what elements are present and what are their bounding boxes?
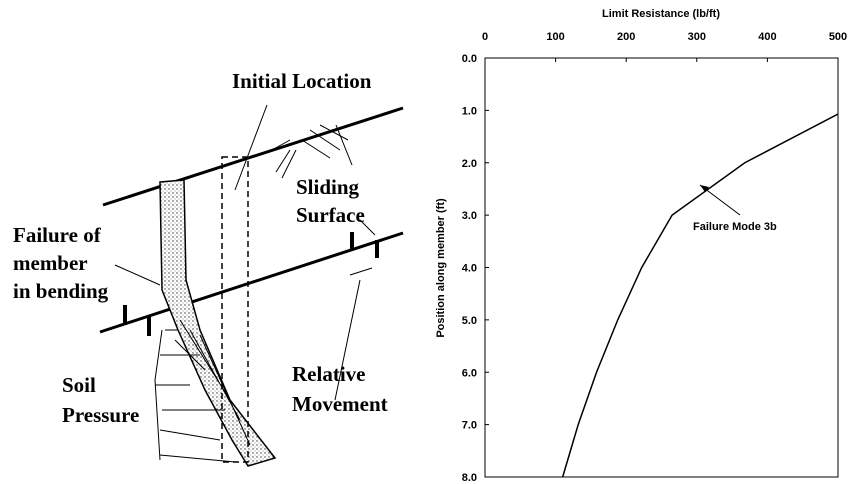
x-tick-label: 500 xyxy=(829,31,847,43)
x-tick-label: 100 xyxy=(546,31,564,43)
y-tick-label: 1.0 xyxy=(462,105,477,117)
pointer xyxy=(115,265,160,285)
y-tick-label: 7.0 xyxy=(462,420,477,432)
hatch xyxy=(272,125,352,178)
y-tick-label: 3.0 xyxy=(462,210,477,222)
diagram-label: member xyxy=(13,251,88,275)
diagram-label: Surface xyxy=(296,203,365,227)
plot-frame xyxy=(485,58,838,477)
diagram-label: in bending xyxy=(13,279,109,303)
diagram-label: Movement xyxy=(292,392,388,416)
figure: Initial Location Sliding Surface Failure… xyxy=(0,0,855,484)
y-tick-label: 2.0 xyxy=(462,158,477,170)
diagram-label: Sliding xyxy=(296,175,360,199)
sliding-surface-line xyxy=(100,233,403,332)
x-axis-title: Limit Resistance (lb/ft) xyxy=(602,8,720,20)
y-tick-label: 4.0 xyxy=(462,263,477,275)
chart: Limit Resistance (lb/ft) Position along … xyxy=(435,8,847,484)
x-tick-label: 0 xyxy=(482,31,488,43)
x-tick-label: 400 xyxy=(758,31,776,43)
y-tick-label: 0.0 xyxy=(462,53,477,65)
diagram-label: Soil xyxy=(62,373,96,397)
annotation: Failure Mode 3b xyxy=(693,221,777,233)
pointer xyxy=(235,105,267,190)
y-tick-label: 6.0 xyxy=(462,367,477,379)
y-axis-title: Position along member (ft) xyxy=(435,198,447,338)
x-tick-label: 300 xyxy=(688,31,706,43)
diagram-label: Pressure xyxy=(62,403,139,427)
diagram-label: Initial Location xyxy=(232,69,372,93)
y-tick-label: 5.0 xyxy=(462,315,477,327)
x-tick-label: 200 xyxy=(617,31,635,43)
diagram: Initial Location Sliding Surface Failure… xyxy=(13,69,403,466)
diagram-label: Failure of xyxy=(13,223,102,247)
pile xyxy=(160,180,275,466)
y-tick-label: 8.0 xyxy=(462,472,477,484)
curve xyxy=(563,114,838,477)
diagram-label: Relative xyxy=(292,362,365,386)
